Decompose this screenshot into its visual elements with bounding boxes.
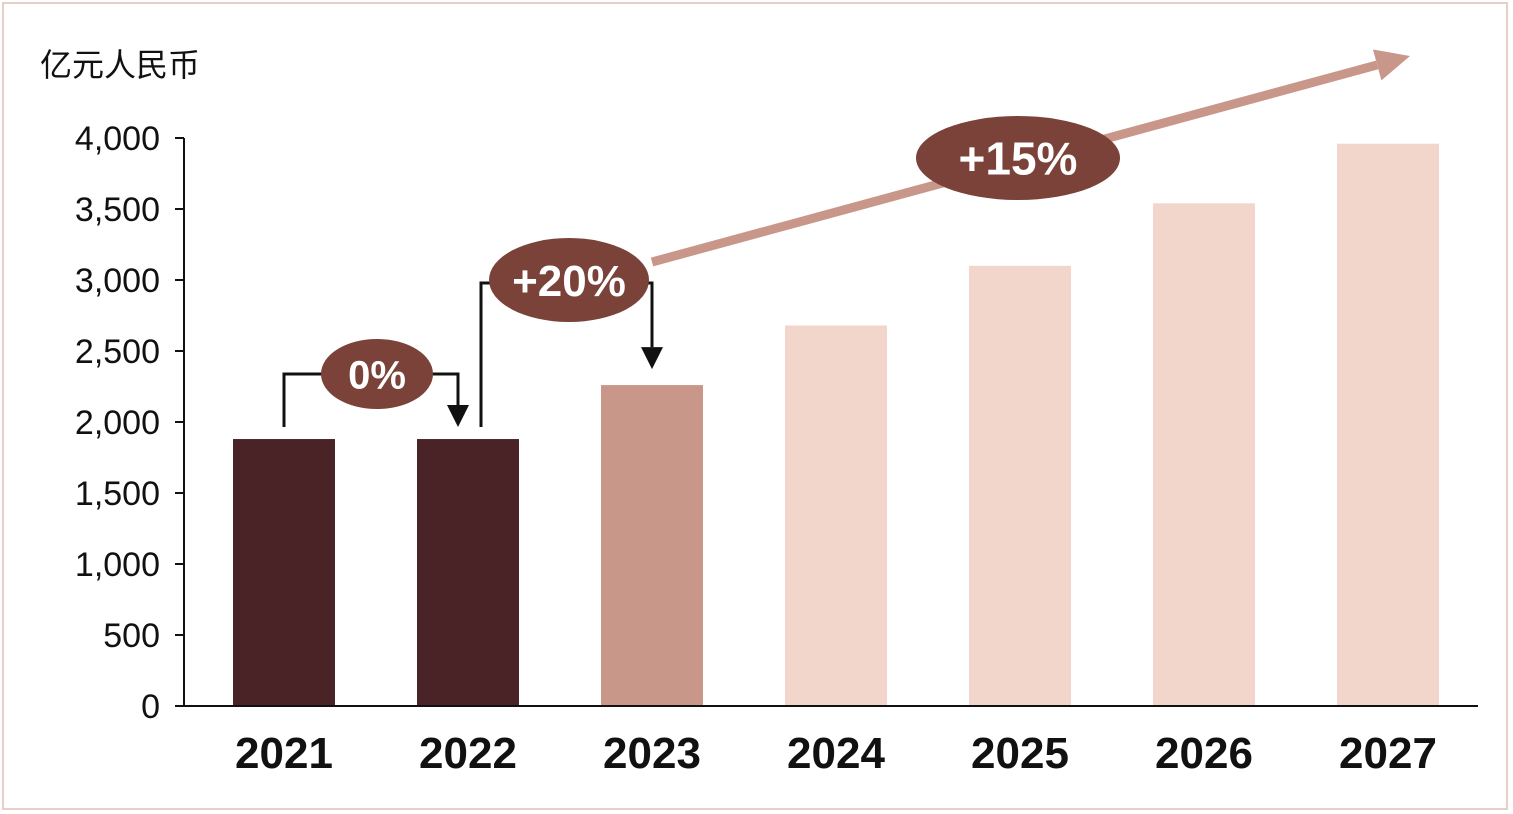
bar-2026 [1153, 203, 1255, 706]
growth-badge-1: +20% [489, 238, 649, 322]
bar-2023 [601, 385, 703, 706]
y-tick-label: 2,500 [75, 333, 160, 371]
bar-2027 [1337, 143, 1439, 706]
y-tick-label: 0 [141, 688, 160, 726]
y-tick-label: 3,000 [75, 262, 160, 300]
bar-2021 [233, 439, 335, 706]
bracket-arrowhead-1 [641, 347, 663, 370]
growth-annotations: 0% +20% +15% [282, 49, 1410, 428]
x-tick-label: 2026 [1155, 729, 1253, 778]
growth-badge-0: 0% [321, 339, 433, 409]
growth-badge-0-shape [321, 339, 433, 409]
y-tick-label: 500 [103, 617, 160, 655]
x-tick-label: 2025 [971, 729, 1069, 778]
x-tick-label: 2023 [603, 729, 701, 778]
bracket-arrowhead-0 [447, 405, 469, 428]
bar-2022 [417, 439, 519, 706]
x-tick-label: 2022 [419, 729, 517, 778]
bar-2025 [969, 265, 1071, 706]
y-tick-label: 1,000 [75, 546, 160, 584]
trend-arrowhead [1372, 49, 1410, 81]
growth-badge-2-label: +15% [959, 133, 1078, 185]
y-tick-label: 4,000 [75, 120, 160, 158]
y-tick-label: 3,500 [75, 191, 160, 229]
y-axis: 0 500 1,000 1,500 2,000 2,500 3,000 3,500 4,000 [75, 120, 185, 726]
y-axis-unit-label: 亿元人民币 [40, 46, 200, 84]
y-tick-label: 1,500 [75, 475, 160, 513]
y-tick-label: 2,000 [75, 404, 160, 442]
x-tick-label: 2024 [787, 729, 885, 778]
growth-badge-2-shape [916, 116, 1120, 200]
bars [233, 143, 1439, 706]
x-axis: 2021 2022 2023 2024 2025 2026 2027 [184, 705, 1478, 778]
x-tick-label: 2027 [1339, 729, 1437, 778]
growth-badge-1-label: +20% [512, 257, 626, 306]
bar-2024 [785, 325, 887, 706]
growth-badge-2: +15% [916, 116, 1120, 200]
x-tick-label: 2021 [235, 729, 333, 778]
growth-badge-1-shape [489, 238, 649, 322]
growth-badge-0-label: 0% [348, 353, 406, 397]
